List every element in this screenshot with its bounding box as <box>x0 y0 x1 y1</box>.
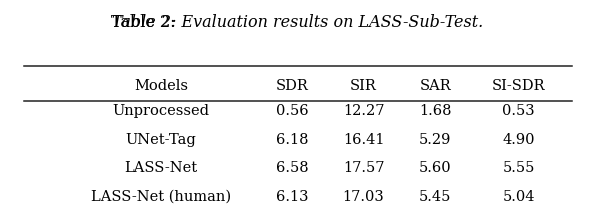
Text: 5.29: 5.29 <box>419 133 451 147</box>
Text: 5.04: 5.04 <box>502 190 535 204</box>
Text: 17.03: 17.03 <box>343 190 384 204</box>
Text: 0.53: 0.53 <box>502 104 535 118</box>
Text: 4.90: 4.90 <box>502 133 535 147</box>
Text: SIR: SIR <box>350 79 377 93</box>
Text: LASS-Net: LASS-Net <box>125 161 197 175</box>
Text: 17.57: 17.57 <box>343 161 384 175</box>
Text: 5.55: 5.55 <box>502 161 535 175</box>
Text: 16.41: 16.41 <box>343 133 384 147</box>
Text: Table 2: Evaluation results on LASS-Sub-Test.: Table 2: Evaluation results on LASS-Sub-… <box>113 14 483 31</box>
Text: 0.56: 0.56 <box>276 104 308 118</box>
Text: Table 2:: Table 2: <box>111 14 181 31</box>
Text: 6.18: 6.18 <box>276 133 308 147</box>
Text: LASS-Net (human): LASS-Net (human) <box>91 190 231 204</box>
Text: Unprocessed: Unprocessed <box>113 104 209 118</box>
Text: 12.27: 12.27 <box>343 104 384 118</box>
Text: 5.60: 5.60 <box>419 161 451 175</box>
Text: UNet-Tag: UNet-Tag <box>126 133 196 147</box>
Text: 1.68: 1.68 <box>419 104 451 118</box>
Text: SAR: SAR <box>419 79 451 93</box>
Text: SDR: SDR <box>276 79 308 93</box>
Text: SI-SDR: SI-SDR <box>492 79 545 93</box>
Text: Models: Models <box>134 79 188 93</box>
Text: 5.45: 5.45 <box>419 190 451 204</box>
Text: 6.58: 6.58 <box>276 161 308 175</box>
Text: 6.13: 6.13 <box>276 190 308 204</box>
